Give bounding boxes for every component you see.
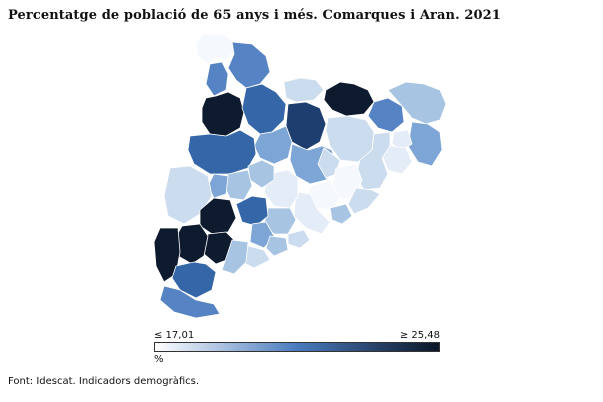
region-alt-emporda: [387, 81, 447, 125]
region-pla-de-l-estany: [391, 129, 413, 151]
region-baix-camp: [221, 239, 249, 275]
region-montsia: [159, 285, 221, 319]
map-title: Percentatge de població de 65 anys i més…: [8, 8, 501, 23]
region-garraf: [287, 229, 311, 249]
region-pallars-jussa: [201, 91, 245, 137]
region-selva: [355, 131, 391, 191]
source-note: Font: Idescat. Indicadors demogràfics.: [8, 376, 200, 387]
region-cerdanya: [283, 77, 325, 103]
region-ripolles: [323, 81, 375, 117]
region-urgell: [223, 169, 253, 201]
region-alt-urgell: [241, 83, 287, 135]
region-maresme: [347, 187, 381, 215]
region-garrotxa: [367, 97, 405, 133]
region-barcelones: [329, 203, 353, 225]
region-baix-llobregat: [293, 191, 331, 235]
region-val-d-aran: [195, 33, 235, 65]
legend-gradient-bar: [154, 342, 440, 352]
region-moianes: [317, 147, 341, 179]
region-solsones: [253, 125, 293, 165]
region-terra-alta: [153, 227, 181, 283]
region-baix-ebre: [171, 261, 217, 299]
region-alta-ribagorca: [205, 61, 229, 97]
choropleth-map: [153, 33, 447, 319]
region-noguera: [187, 129, 257, 175]
region-baix-penedes: [265, 235, 289, 257]
legend-max-label: ≥ 25,48: [399, 330, 440, 341]
legend-unit-label: %: [154, 354, 164, 365]
region-baix-emporda: [407, 121, 443, 167]
legend-min-label: ≤ 17,01: [154, 330, 195, 341]
region-pallars-sobira: [227, 41, 271, 89]
region-conca-de-barbera: [235, 195, 269, 227]
